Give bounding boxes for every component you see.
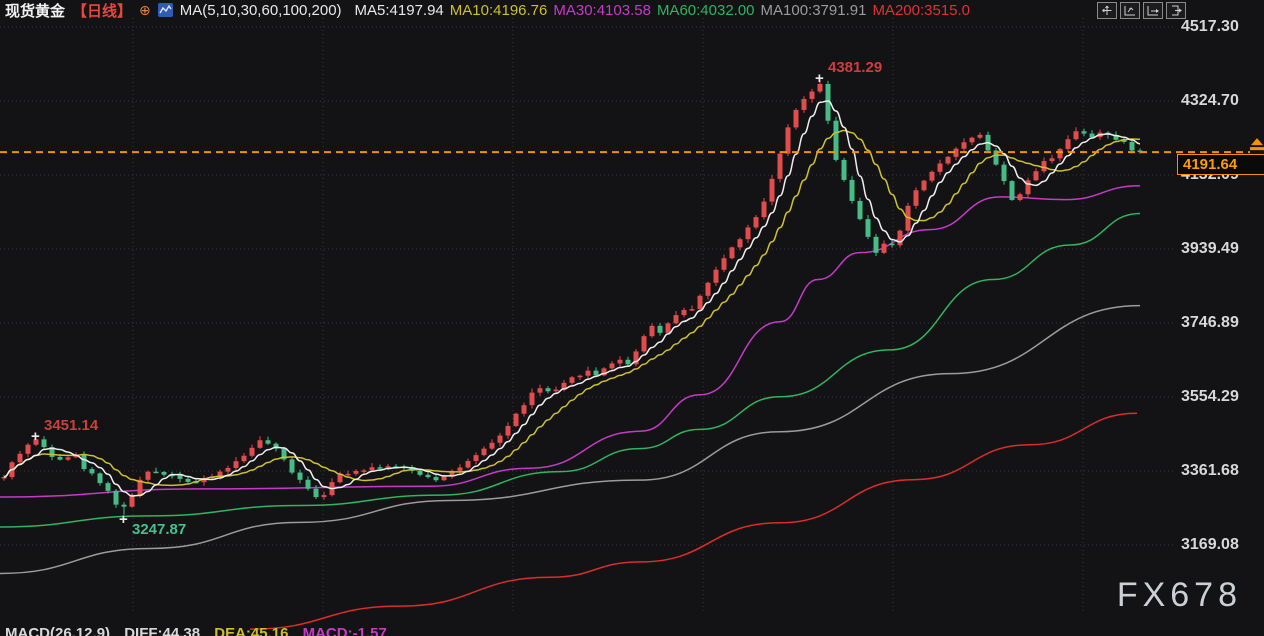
ma-value: MA100:3791.91 [760,1,867,19]
price-annotation: 3451.14 [44,416,99,434]
last-price-badge: 4191.64 [1177,154,1264,176]
y-axis-label: 3361.68 [1181,462,1239,479]
price-annotation: 4381.29 [828,59,883,77]
axis-scale-right-icon[interactable] [1143,2,1163,19]
pan-crosshair-icon[interactable] [1097,2,1117,19]
export-chart-icon[interactable] [1166,2,1186,19]
y-axis-label: 3169.08 [1181,535,1239,553]
ma-value: MA200:3515.0 [872,1,971,19]
y-axis-label: 3746.89 [1181,313,1239,331]
ma-value: MA60:4032.00 [656,1,755,19]
y-axis-label: 3554.29 [1181,387,1239,405]
timeframe-label[interactable]: 【日线】 [72,2,133,20]
ma-value: MA5:4197.94 [354,1,444,19]
chart-header: 现货黄金 【日线】 ⊕ MA(5,10,30,60,100,200) MA5:4… [5,1,970,20]
watermark: FX678 [1116,576,1242,614]
macd-hist-value: MACD:-1.57 [302,625,387,636]
macd-settings-label: MACD(26,12,9) [5,625,111,636]
y-axis-label: 4324.70 [1181,91,1239,109]
extreme-marker-icon: + [119,510,128,528]
y-axis-label: 4517.30 [1181,18,1239,35]
chart-toolbar [1097,2,1186,19]
indicator-icon[interactable] [157,3,173,17]
instrument-name[interactable]: 现货黄金 [5,2,66,20]
ma-values: MA5:4197.94 MA10:4196.76 MA30:4103.58 MA60:… [349,2,970,19]
macd-dea-value: DEA:45.16 [214,625,289,636]
extreme-marker-icon: + [31,427,40,445]
macd-diff-value: DIFF:44.38 [124,625,201,636]
y-axis-label: 3939.49 [1181,240,1239,257]
ma-value: MA30:4103.58 [553,1,651,19]
ma-settings-label[interactable]: MA(5,10,30,60,100,200) [179,1,342,19]
link-icon[interactable]: ⊕ [139,1,151,18]
ma-value: MA10:4196.76 [449,1,548,19]
extreme-marker-icon: + [815,70,824,88]
price-annotation: 3247.87 [132,520,187,538]
macd-indicator-row[interactable]: MACD(26,12,9) DIFF:44.38 DEA:45.16 MACD:… [5,625,397,636]
axis-scale-left-icon[interactable] [1120,2,1140,19]
